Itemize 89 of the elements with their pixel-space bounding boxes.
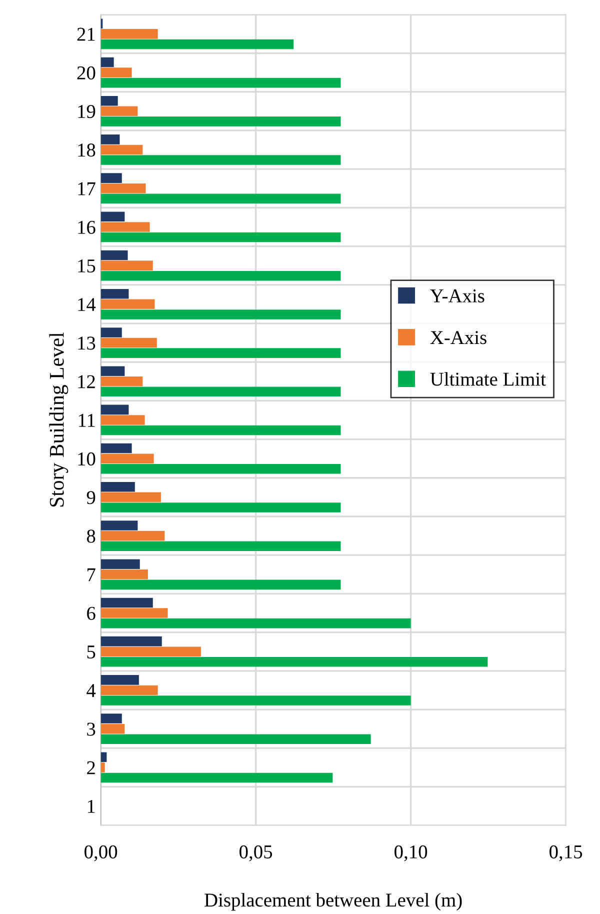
bar [100, 559, 140, 569]
y-tick-label: 12 [78, 375, 95, 388]
bar [100, 415, 145, 425]
bar [100, 685, 158, 696]
bar [100, 762, 105, 772]
y-tick-label: 4 [86, 684, 96, 697]
y-tick-label: 1 [88, 800, 95, 813]
bar [100, 250, 128, 260]
bar [100, 155, 341, 165]
bar [100, 78, 341, 88]
bar [100, 724, 125, 734]
legend-label: Ultimate Limit [430, 372, 546, 386]
bar [100, 734, 371, 744]
bar [100, 464, 341, 474]
bar [100, 183, 146, 194]
y-tick-label: 5 [87, 646, 96, 659]
bar [100, 636, 162, 646]
bar [100, 116, 341, 126]
y-tick-label: 8 [86, 530, 96, 543]
bar [100, 492, 161, 502]
y-tick-label: 3 [87, 722, 96, 736]
bar [100, 376, 143, 386]
bar [100, 212, 125, 222]
y-tick-label: 11 [78, 414, 95, 427]
y-tick-label: 20 [77, 66, 96, 80]
bar [100, 570, 148, 580]
bar [100, 134, 120, 144]
bar [100, 696, 411, 706]
bar [100, 106, 138, 116]
bar [100, 646, 201, 657]
bar [100, 482, 135, 492]
bar [100, 386, 341, 397]
bar [100, 580, 341, 590]
bar [100, 772, 333, 783]
bar [100, 520, 138, 530]
bar [100, 96, 118, 106]
bar [100, 144, 143, 155]
bar [100, 194, 341, 204]
bar [100, 618, 411, 628]
bar [100, 443, 132, 454]
x-tick-label: 0,05 [240, 845, 272, 862]
bar [100, 338, 157, 348]
y-tick-label: 9 [86, 491, 96, 504]
bar [100, 310, 341, 320]
bar [100, 288, 129, 299]
bar [100, 299, 155, 310]
bar [100, 328, 122, 338]
bar [100, 714, 122, 724]
y-tick-label: 10 [78, 452, 96, 466]
bar [100, 222, 150, 232]
bar [100, 68, 132, 78]
x-axis-title: Displacement between Level (m) [204, 892, 462, 911]
bar [100, 454, 154, 464]
bar [100, 39, 294, 50]
y-tick-label: 21 [77, 28, 95, 41]
y-tick-label: 18 [78, 144, 96, 157]
y-tick-label: 6 [87, 606, 96, 620]
legend-label: X-Axis [430, 331, 486, 344]
bar [100, 260, 153, 270]
y-tick-label: 2 [87, 761, 95, 774]
x-tick-label: 0,00 [84, 845, 118, 862]
bar [100, 502, 341, 512]
bar [100, 541, 341, 551]
y-tick-label: 7 [88, 568, 96, 582]
y-tick-label: 15 [78, 259, 96, 272]
x-tick-label: 0,15 [550, 845, 582, 862]
bar [100, 675, 139, 685]
bar [100, 598, 153, 608]
y-axis-title: Story Building Level [49, 332, 68, 507]
bar [100, 232, 341, 242]
bar [100, 29, 158, 39]
bar [100, 173, 122, 183]
bar [100, 404, 129, 415]
bar [100, 752, 107, 762]
bar [100, 608, 168, 618]
bar [100, 657, 488, 667]
bar [100, 348, 341, 358]
y-tick-label: 19 [78, 105, 96, 118]
x-tick-label: 0,10 [394, 845, 428, 862]
legend-label: Y-Axis [430, 289, 484, 302]
y-tick-label: 13 [78, 336, 96, 350]
y-tick-label: 16 [78, 220, 96, 234]
bar [100, 530, 165, 541]
bar [100, 425, 341, 436]
y-tick-label: 14 [78, 298, 96, 311]
bar [100, 57, 114, 68]
y-tick-label: 17 [78, 182, 96, 196]
bar [100, 366, 125, 376]
bar [100, 270, 341, 281]
